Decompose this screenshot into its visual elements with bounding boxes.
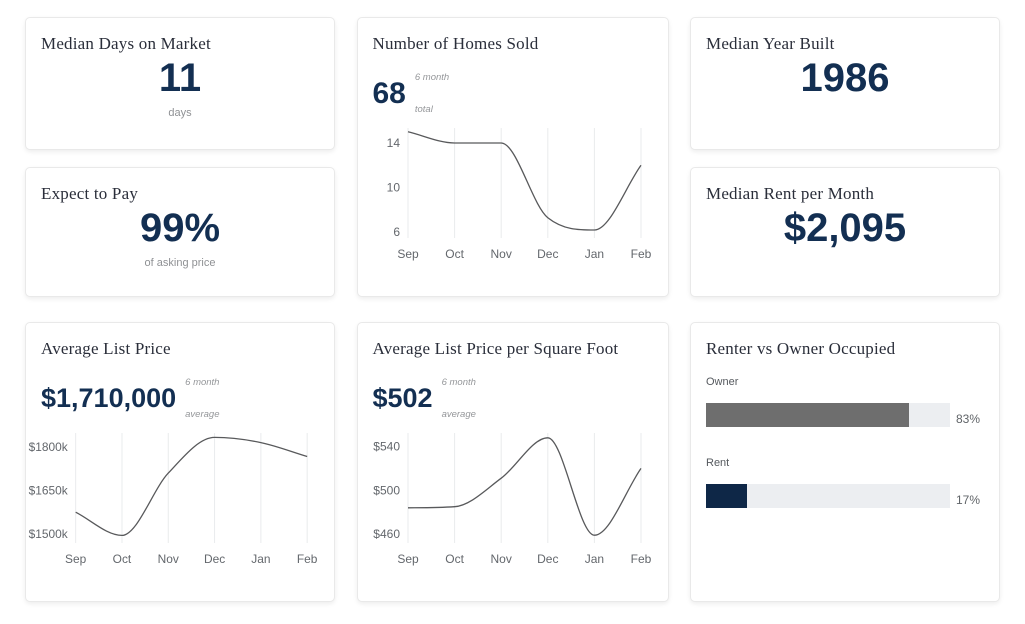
median-days-unit-label: days [168,107,192,120]
svg-text:Jan: Jan [251,552,270,566]
svg-text:Oct: Oct [445,247,464,261]
rent-bar-group: Rent 17% [706,457,984,509]
avg-price-sqft-stat: $502 6 month average [373,378,653,419]
svg-text:Dec: Dec [537,247,558,261]
svg-text:Oct: Oct [445,552,464,566]
svg-text:Feb: Feb [630,552,651,566]
svg-text:$460: $460 [373,527,400,541]
qualifier-period: 6 month [185,377,220,389]
homes-sold-line-chart: 14 10 6 Sep Oct Nov Dec Jan Feb [386,128,651,261]
homes-sold-value: 68 [372,76,406,110]
median-days-value: 11 [158,56,202,101]
card-title-avg-list-price: Average List Price [41,339,171,358]
owner-bar-track [706,403,950,428]
homes-sold-qualifiers: 6 month total [415,73,449,114]
rent-bar-track [706,484,950,509]
qualifier-aggregate: average [185,408,220,420]
svg-text:10: 10 [386,181,400,195]
owner-bar-percent: 83% [956,412,981,427]
median-rent-value: $2,095 [783,206,907,251]
card-title-median-days: Median Days on Market [41,34,211,53]
svg-text:Sep: Sep [397,247,419,261]
svg-text:$500: $500 [373,483,400,497]
card-title-homes-sold: Number of Homes Sold [372,34,539,53]
card-title-renter-vs-owner: Renter vs Owner Occupied [706,339,896,358]
card-renter-vs-owner: Renter vs Owner Occupied Owner 83% Rent … [690,322,1000,602]
card-median-rent: Median Rent per Month $2,095 [690,167,1000,297]
svg-text:Sep: Sep [397,552,419,566]
homes-sold-stat: 68 6 month total [373,73,653,114]
owner-bar-label: Owner [706,376,739,389]
avg-price-sqft-line-chart: $540 $500 $460 Sep Oct Nov Dec Jan Feb [373,433,651,566]
svg-text:Nov: Nov [490,552,511,566]
expect-to-pay-sublabel: of asking price [144,257,216,270]
owner-bar-row: 83% [706,403,984,428]
card-average-price-per-sqft: Average List Price per Square Foot $502 … [356,322,669,602]
svg-text:Dec: Dec [537,552,558,566]
svg-text:$1500k: $1500k [29,527,68,541]
avg-price-sqft-value: $502 [372,383,433,414]
avg-list-price-value: $1,710,000 [41,383,177,414]
svg-text:Feb: Feb [630,247,651,261]
card-title-year-built: Median Year Built [706,34,835,53]
svg-text:14: 14 [386,136,400,150]
svg-text:Dec: Dec [204,552,225,566]
avg-price-sqft-qualifiers: 6 month average [442,378,476,419]
expect-to-pay-value: 99% [139,206,221,251]
card-title-expect-to-pay: Expect to Pay [41,184,139,203]
rent-bar-percent: 17% [956,493,981,508]
avg-list-price-qualifiers: 6 month average [185,378,219,419]
card-median-year-built: Median Year Built 1986 [690,17,1000,150]
card-title-avg-price-sqft: Average List Price per Square Foot [372,339,619,358]
svg-text:$1800k: $1800k [29,440,68,454]
qualifier-period: 6 month [414,72,450,84]
card-expect-to-pay: Expect to Pay 99% of asking price [25,167,335,297]
card-title-median-rent: Median Rent per Month [706,184,875,203]
card-number-of-homes-sold: Number of Homes Sold 68 6 month total 14… [356,17,669,297]
real-estate-stats-dashboard: Median Days on Market 11 days Number of … [25,17,1000,602]
svg-text:Oct: Oct [113,552,132,566]
card-median-days-on-market: Median Days on Market 11 days [25,17,335,150]
rent-bar-fill [706,484,748,509]
qualifier-aggregate: average [441,408,476,420]
card-average-list-price: Average List Price $1,710,000 6 month av… [25,322,335,602]
owner-bar-fill [706,403,909,428]
svg-text:Jan: Jan [584,247,603,261]
avg-list-price-line-chart: $1800k $1650k $1500k Sep Oct Nov Dec Jan Feb [29,433,318,566]
qualifier-period: 6 month [441,377,476,389]
svg-text:$540: $540 [373,440,400,454]
rent-bar-row: 17% [706,484,984,509]
avg-list-price-stat: $1,710,000 6 month average [41,378,319,419]
svg-text:$1650k: $1650k [29,483,68,497]
svg-text:Sep: Sep [65,552,87,566]
svg-text:Nov: Nov [490,247,511,261]
svg-text:Nov: Nov [158,552,179,566]
qualifier-aggregate: total [414,103,433,115]
year-built-value: 1986 [800,56,890,101]
svg-text:6: 6 [393,225,400,239]
rent-bar-label: Rent [706,457,730,470]
owner-bar-group: Owner 83% [706,376,984,428]
svg-text:Jan: Jan [584,552,603,566]
svg-text:Feb: Feb [297,552,318,566]
